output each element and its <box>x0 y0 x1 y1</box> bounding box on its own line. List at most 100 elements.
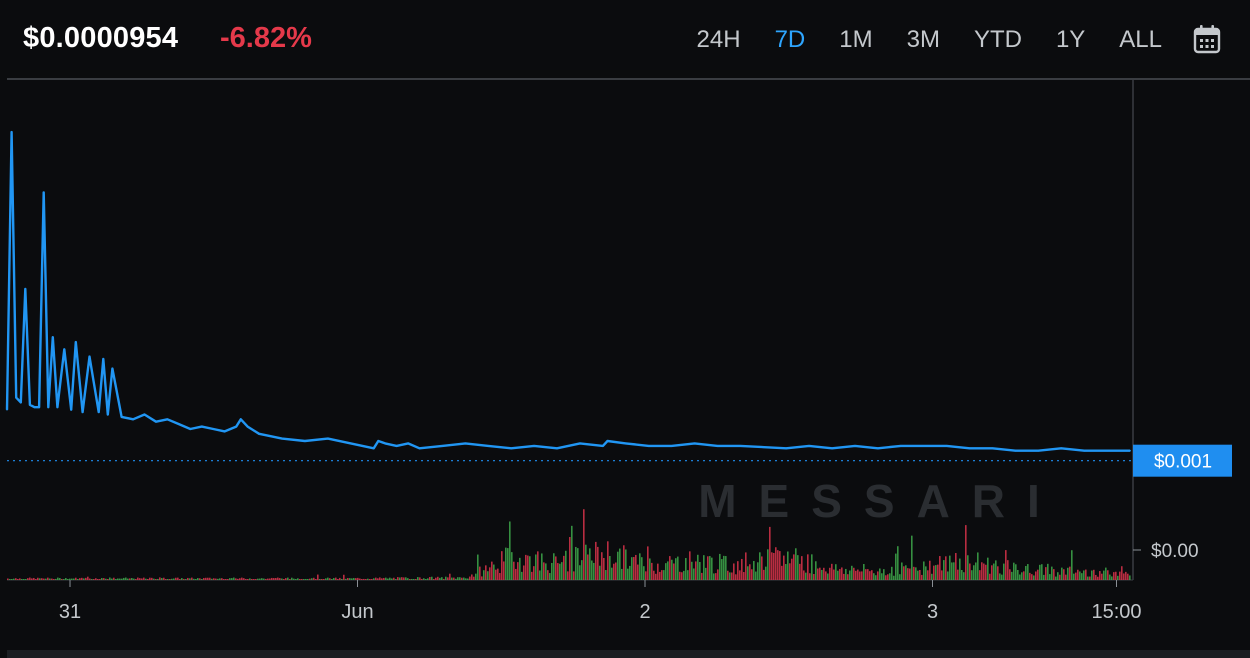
volume-bar <box>1109 574 1111 580</box>
volume-bar <box>43 578 45 580</box>
volume-bar <box>77 579 79 580</box>
volume-bar <box>19 578 21 580</box>
volume-bar <box>699 561 701 580</box>
volume-bar <box>649 558 651 580</box>
volume-bar <box>565 550 567 580</box>
calendar-icon[interactable] <box>1193 24 1221 54</box>
volume-bar <box>1065 574 1067 580</box>
volume-bar <box>719 553 721 580</box>
volume-bar <box>893 575 895 580</box>
volume-bar <box>917 570 919 580</box>
volume-bar <box>725 556 727 580</box>
volume-bar <box>363 578 365 580</box>
price-point <box>418 447 421 450</box>
price-point <box>876 447 879 450</box>
range-tab-1m[interactable]: 1M <box>839 26 873 53</box>
volume-bar <box>489 567 491 580</box>
volume-bar <box>873 573 875 580</box>
bottom-scroll-bar <box>7 650 1250 658</box>
range-tab-all[interactable]: ALL <box>1119 26 1162 53</box>
range-tab-1y[interactable]: 1Y <box>1055 26 1086 53</box>
range-tab-7d[interactable]: 7D <box>774 26 806 53</box>
volume-bar <box>221 578 223 580</box>
volume-bar <box>175 577 177 580</box>
volume-bar <box>485 565 487 580</box>
volume-bar <box>737 561 739 580</box>
volume-bar <box>73 578 75 580</box>
volume-bar <box>1097 576 1099 580</box>
volume-bar <box>157 578 159 580</box>
volume-bar <box>641 557 643 580</box>
range-tab-3m[interactable]: 3M <box>906 26 940 53</box>
volume-bar <box>151 577 153 580</box>
volume-bar <box>631 557 633 580</box>
volume-bar <box>765 566 767 580</box>
volume-bar <box>117 578 119 580</box>
volume-bar <box>633 557 635 580</box>
volume-bar <box>821 569 823 580</box>
volume-bar <box>895 553 897 580</box>
volume-bar <box>259 578 261 580</box>
volume-bar <box>619 548 621 580</box>
volume-bar <box>109 577 111 580</box>
volume-bar <box>523 565 525 580</box>
range-tab-24h[interactable]: 24H <box>696 26 741 53</box>
volume-bar <box>519 557 521 580</box>
volume-bar <box>135 579 137 580</box>
volume-bar <box>1019 574 1021 580</box>
volume-bar <box>803 570 805 580</box>
volume-bar <box>705 567 707 580</box>
price-point <box>395 444 398 447</box>
volume-bar <box>561 562 563 580</box>
volume-bar <box>993 563 995 580</box>
volume-bar <box>889 573 891 580</box>
volume-bar <box>1035 571 1037 580</box>
volume-bar <box>169 579 171 580</box>
volume-bar <box>407 578 409 580</box>
volume-bar <box>91 578 93 580</box>
volume-bar <box>591 560 593 580</box>
volume-bar <box>693 568 695 580</box>
volume-bar <box>251 579 253 580</box>
price-point <box>70 408 73 411</box>
volume-bar <box>351 578 353 580</box>
volume-bar <box>751 569 753 580</box>
volume-bar <box>199 578 201 580</box>
time-range-selector: 24H 7D 1M 3M YTD 1Y ALL <box>663 26 1162 54</box>
price-point <box>6 408 8 411</box>
volume-bar <box>921 574 923 580</box>
price-point <box>464 442 467 445</box>
volume-bar <box>1083 570 1085 580</box>
volume-bar <box>513 561 515 580</box>
volume-bar <box>585 544 587 580</box>
volume-bar <box>587 554 589 580</box>
price-point <box>235 425 238 428</box>
volume-bar <box>985 564 987 580</box>
volume-bar <box>381 578 383 580</box>
volume-bar <box>1043 574 1045 580</box>
volume-bar <box>969 563 971 580</box>
volume-bar <box>191 577 193 580</box>
volume-bar <box>1067 567 1069 580</box>
volume-bar <box>549 573 551 580</box>
price-chart[interactable]: MESSARI $0.001 $0.00 31 Jun 2 3 15:00 <box>0 80 1250 650</box>
volume-bar <box>935 565 937 580</box>
volume-bar <box>475 573 477 580</box>
volume-bar <box>123 577 125 580</box>
volume-bar <box>497 568 499 580</box>
price-point <box>223 430 226 433</box>
volume-bar <box>269 578 271 580</box>
volume-bar <box>79 578 81 580</box>
volume-bar <box>415 578 417 580</box>
volume-bar <box>355 578 357 580</box>
volume-bar <box>385 577 387 580</box>
volume-bar <box>379 577 381 580</box>
volume-bar <box>471 574 473 580</box>
volume-bar <box>1053 569 1055 580</box>
volume-bar <box>609 556 611 580</box>
price-point <box>166 418 169 421</box>
volume-bar <box>153 578 155 580</box>
range-tab-ytd[interactable]: YTD <box>973 26 1022 53</box>
volume-bar <box>965 525 967 580</box>
volume-bar <box>1031 574 1033 580</box>
